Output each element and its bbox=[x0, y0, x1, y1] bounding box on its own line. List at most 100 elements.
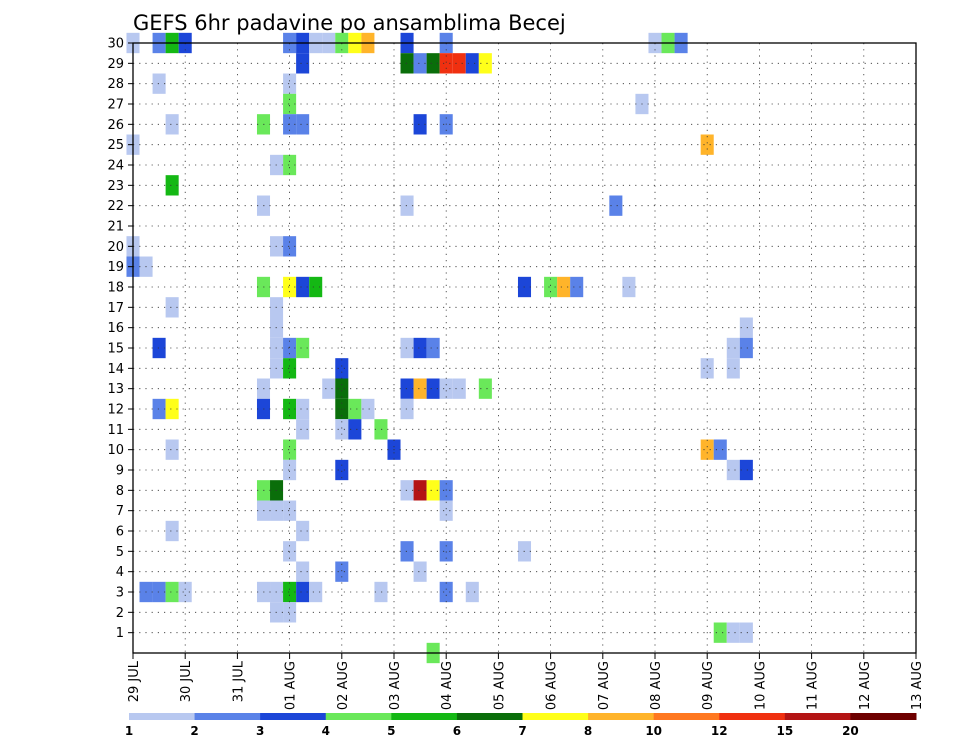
y-tick-label: 7 bbox=[116, 504, 124, 519]
data-cell bbox=[309, 276, 323, 298]
y-tick-label: 6 bbox=[116, 525, 124, 540]
x-tick-label: 04 AUG bbox=[440, 661, 455, 710]
x-tick-label: 10 AUG bbox=[753, 661, 768, 710]
data-cell bbox=[557, 276, 571, 298]
data-cell bbox=[439, 378, 453, 399]
data-cell bbox=[465, 581, 479, 603]
data-cell bbox=[413, 53, 427, 74]
colorbar-label: 1 bbox=[125, 724, 133, 738]
data-cell bbox=[165, 114, 179, 135]
data-cell bbox=[165, 297, 179, 318]
data-cell bbox=[335, 419, 349, 440]
y-tick-label: 11 bbox=[107, 423, 124, 438]
data-cell bbox=[322, 378, 336, 399]
data-cell bbox=[413, 480, 427, 501]
y-tick-label: 4 bbox=[116, 565, 124, 580]
data-cell bbox=[348, 398, 362, 420]
data-cell bbox=[152, 398, 166, 420]
data-cell bbox=[283, 581, 297, 603]
data-cell bbox=[296, 419, 310, 440]
x-axis: 29 JUL 30 JUL 31 JUL 01 AUG 02 AUG 03 AUG 04 A… bbox=[127, 653, 925, 710]
data-cell bbox=[152, 581, 166, 603]
colorbar-swatch bbox=[260, 713, 327, 720]
y-tick-label: 8 bbox=[116, 484, 124, 499]
colorbar-label: 15 bbox=[776, 724, 793, 738]
colorbar-swatch bbox=[850, 713, 917, 720]
data-cell bbox=[165, 581, 179, 603]
data-cell bbox=[296, 337, 310, 359]
data-cell bbox=[426, 480, 440, 501]
data-cell bbox=[739, 337, 753, 359]
data-cell bbox=[335, 358, 349, 379]
data-cell bbox=[478, 378, 492, 399]
data-cell bbox=[283, 154, 297, 176]
x-tick-label: 07 AUG bbox=[597, 661, 612, 710]
y-tick-label: 22 bbox=[107, 199, 124, 214]
colorbar-swatch bbox=[194, 713, 261, 720]
data-cell bbox=[296, 561, 310, 582]
y-axis: 1234567891011121314151617181920212223242… bbox=[107, 37, 133, 641]
data-cells bbox=[126, 32, 753, 664]
colorbar-legend: 1 2 3 4 5 6 7 8 10 12 15 20 bbox=[125, 713, 917, 738]
data-cell bbox=[296, 520, 310, 542]
data-cell bbox=[335, 378, 349, 399]
y-tick-label: 14 bbox=[107, 362, 124, 377]
data-cell bbox=[413, 378, 427, 399]
data-cell bbox=[400, 195, 414, 216]
data-cell bbox=[178, 581, 192, 603]
data-cell bbox=[726, 358, 740, 379]
data-cell bbox=[283, 73, 297, 94]
data-cell bbox=[296, 398, 310, 420]
data-cell bbox=[609, 195, 623, 216]
data-cell bbox=[400, 480, 414, 501]
x-tick-label: 31 JUL bbox=[231, 660, 246, 702]
data-cell bbox=[400, 541, 414, 562]
y-tick-label: 27 bbox=[107, 98, 124, 113]
data-cell bbox=[622, 276, 636, 298]
data-cell bbox=[439, 581, 453, 603]
y-tick-label: 24 bbox=[107, 159, 124, 174]
data-cell bbox=[335, 459, 349, 481]
y-tick-label: 15 bbox=[107, 342, 124, 357]
data-cell bbox=[739, 622, 753, 643]
y-tick-label: 9 bbox=[116, 464, 124, 479]
colorbar-label: 2 bbox=[190, 724, 198, 738]
data-cell bbox=[544, 276, 558, 298]
x-tick-label: 29 JUL bbox=[127, 660, 142, 702]
y-tick-label: 2 bbox=[116, 606, 124, 621]
y-tick-label: 3 bbox=[116, 586, 124, 601]
data-cell bbox=[400, 337, 414, 359]
colorbar-swatch bbox=[719, 713, 786, 720]
data-cell bbox=[296, 276, 310, 298]
data-cell bbox=[374, 581, 388, 603]
chart-title: GEFS 6hr padavine po ansamblima Becej bbox=[133, 11, 566, 35]
x-tick-label: 12 AUG bbox=[858, 661, 873, 710]
data-cell bbox=[335, 561, 349, 582]
data-cell bbox=[361, 398, 375, 420]
data-cell bbox=[439, 500, 453, 521]
colorbar-label: 12 bbox=[711, 724, 728, 738]
data-cell bbox=[296, 581, 310, 603]
y-tick-label: 29 bbox=[107, 57, 124, 72]
colorbar-label: 6 bbox=[453, 724, 461, 738]
y-tick-label: 20 bbox=[107, 240, 124, 255]
y-tick-label: 1 bbox=[116, 626, 124, 641]
data-cell bbox=[739, 459, 753, 481]
data-cell bbox=[700, 358, 714, 379]
data-cell bbox=[165, 520, 179, 542]
data-cell bbox=[400, 378, 414, 399]
data-cell bbox=[283, 500, 297, 521]
colorbar-label: 3 bbox=[256, 724, 264, 738]
colorbar-swatch bbox=[129, 713, 196, 720]
x-tick-label: 01 AUG bbox=[284, 661, 299, 710]
y-tick-label: 10 bbox=[107, 443, 124, 458]
data-cell bbox=[152, 337, 166, 359]
colorbar-swatch bbox=[391, 713, 458, 720]
colorbar-label: 4 bbox=[322, 724, 330, 738]
colorbar-label: 20 bbox=[842, 724, 859, 738]
data-cell bbox=[283, 459, 297, 481]
colorbar-label: 10 bbox=[645, 724, 662, 738]
data-cell bbox=[283, 358, 297, 379]
colorbar-label: 7 bbox=[518, 724, 526, 738]
